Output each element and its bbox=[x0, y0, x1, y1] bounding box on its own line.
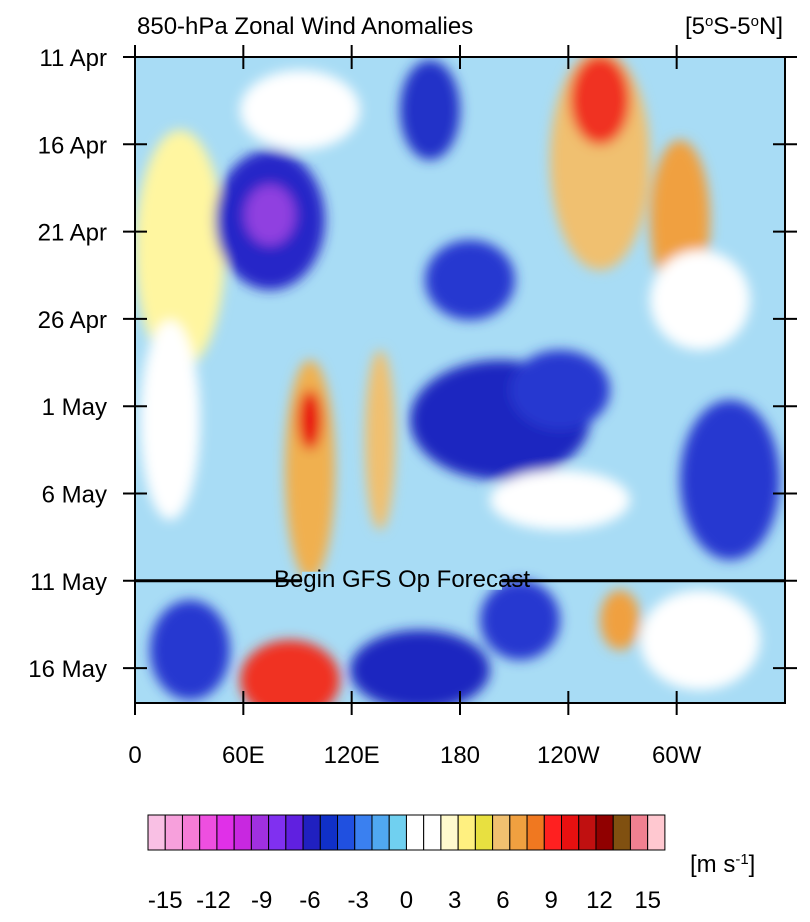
colorbar-swatch bbox=[629, 814, 649, 851]
x-tick-label: 60E bbox=[222, 742, 265, 769]
y-tick-label: 11 Apr bbox=[39, 45, 107, 72]
colorbar-tick-label: 0 bbox=[400, 887, 413, 914]
label-part: S-5 bbox=[713, 13, 750, 40]
colorbar-swatch bbox=[509, 814, 528, 851]
label-part: [5 bbox=[685, 13, 705, 40]
colorbar-swatch bbox=[302, 814, 321, 851]
region-label: [5oS-5oN] bbox=[685, 13, 783, 41]
colorbar-swatch bbox=[561, 814, 580, 851]
y-tick-label: 21 Apr bbox=[38, 220, 107, 247]
colorbar-tick-label: 6 bbox=[496, 887, 509, 914]
x-tick-label: 120W bbox=[537, 742, 600, 769]
colorbar-tick-label: 3 bbox=[448, 887, 461, 914]
colorbar-swatch bbox=[492, 814, 511, 851]
colorbar-tick-label: -15 bbox=[148, 887, 183, 914]
colorbar-tick-label: 15 bbox=[634, 887, 661, 914]
colorbar-swatch bbox=[181, 814, 201, 851]
colorbar-swatch bbox=[595, 814, 614, 851]
colorbar-swatch bbox=[578, 814, 597, 851]
colorbar-tick-label: -3 bbox=[348, 887, 369, 914]
colorbar-tick-label: 9 bbox=[545, 887, 558, 914]
x-tick-label: 60W bbox=[652, 742, 702, 769]
label-part: -1 bbox=[735, 851, 748, 868]
y-tick-label: 1 May bbox=[42, 394, 107, 421]
y-tick-label: 16 Apr bbox=[38, 132, 107, 159]
contour-field bbox=[135, 57, 785, 703]
colorbar-swatch bbox=[233, 814, 252, 851]
x-tick-label: 0 bbox=[128, 742, 141, 769]
chart-title: 850-hPa Zonal Wind Anomalies bbox=[137, 13, 473, 40]
colorbar-swatch bbox=[543, 814, 563, 851]
colorbar-swatch bbox=[216, 814, 235, 851]
x-tick-label: 180 bbox=[440, 742, 480, 769]
colorbar-swatch bbox=[457, 814, 476, 851]
colorbar-swatch bbox=[423, 814, 442, 851]
colorbar-swatch bbox=[371, 814, 390, 851]
colorbar-swatch bbox=[164, 814, 183, 851]
colorbar-swatch bbox=[250, 814, 270, 851]
colorbar-tick-label: 12 bbox=[586, 887, 613, 914]
y-tick-label: 6 May bbox=[42, 481, 107, 508]
y-tick-label: 26 Apr bbox=[38, 307, 107, 334]
colorbar-swatch bbox=[474, 814, 494, 851]
colorbar-swatch bbox=[388, 814, 407, 851]
label-part: o bbox=[705, 13, 713, 30]
label-part: N] bbox=[759, 13, 783, 40]
label-part: [m s bbox=[690, 851, 735, 878]
y-tick-label: 11 May bbox=[30, 569, 107, 596]
colorbar-swatch bbox=[319, 814, 339, 851]
colorbar-swatch bbox=[647, 814, 666, 851]
colorbar-tick-label: -9 bbox=[251, 887, 272, 914]
colorbar-tick-label: -6 bbox=[299, 887, 320, 914]
x-tick-label: 120E bbox=[324, 742, 380, 769]
colorbar-swatch bbox=[405, 814, 425, 851]
label-part: o bbox=[751, 13, 759, 30]
y-tick-label: 16 May bbox=[28, 656, 107, 683]
colorbar-swatch bbox=[612, 814, 631, 851]
colorbar-swatch bbox=[285, 814, 304, 851]
colorbar-swatch bbox=[147, 814, 166, 851]
colorbar-swatch bbox=[440, 814, 459, 851]
colorbar-swatch bbox=[268, 814, 287, 851]
colorbar-swatch bbox=[526, 814, 545, 851]
colorbar-swatch bbox=[199, 814, 218, 851]
colorbar-swatch bbox=[354, 814, 373, 851]
label-part: ] bbox=[749, 851, 756, 878]
annotation-bg bbox=[302, 571, 502, 590]
colorbar-swatch bbox=[337, 814, 356, 851]
colorbar-tick-label: -12 bbox=[196, 887, 231, 914]
colorbar-units: [m s-1] bbox=[690, 851, 755, 879]
annotation: Begin GFS Op Forecast bbox=[274, 566, 530, 593]
